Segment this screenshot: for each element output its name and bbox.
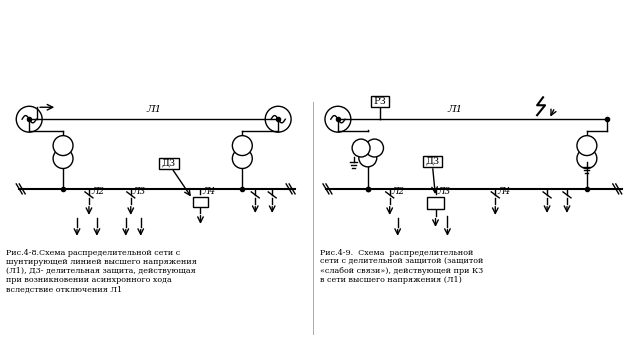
FancyBboxPatch shape bbox=[158, 157, 179, 168]
Text: Л2: Л2 bbox=[91, 187, 104, 196]
Text: Л2: Л2 bbox=[392, 187, 405, 196]
FancyBboxPatch shape bbox=[422, 156, 443, 166]
Text: Рис.4-9.  Схема  распределительной
сети с делительной защитой (защитой
«слабой с: Рис.4-9. Схема распределительной сети с … bbox=[320, 249, 483, 284]
Text: Рис.4-8.Схема распределительной сети с
шунтирующей линией высшего напряжения
(Л1: Рис.4-8.Схема распределительной сети с ш… bbox=[6, 249, 197, 294]
Text: Л3: Л3 bbox=[438, 187, 451, 196]
Text: Д3: Д3 bbox=[162, 158, 176, 167]
Circle shape bbox=[359, 149, 377, 167]
Circle shape bbox=[366, 139, 384, 157]
FancyBboxPatch shape bbox=[427, 197, 445, 209]
Text: Л3: Л3 bbox=[133, 187, 146, 196]
Circle shape bbox=[577, 149, 597, 168]
Text: Л1: Л1 bbox=[146, 105, 162, 114]
Circle shape bbox=[577, 135, 597, 156]
Text: Л4: Л4 bbox=[497, 187, 511, 196]
Circle shape bbox=[53, 135, 73, 156]
Text: Л1: Л1 bbox=[448, 105, 463, 114]
Text: Л4: Л4 bbox=[202, 187, 216, 196]
Circle shape bbox=[232, 149, 252, 168]
Circle shape bbox=[352, 139, 370, 157]
FancyBboxPatch shape bbox=[193, 197, 209, 207]
Circle shape bbox=[53, 149, 73, 168]
Text: Д3: Д3 bbox=[425, 156, 439, 165]
FancyBboxPatch shape bbox=[371, 96, 389, 107]
Text: РЗ: РЗ bbox=[373, 97, 386, 106]
Circle shape bbox=[232, 135, 252, 156]
